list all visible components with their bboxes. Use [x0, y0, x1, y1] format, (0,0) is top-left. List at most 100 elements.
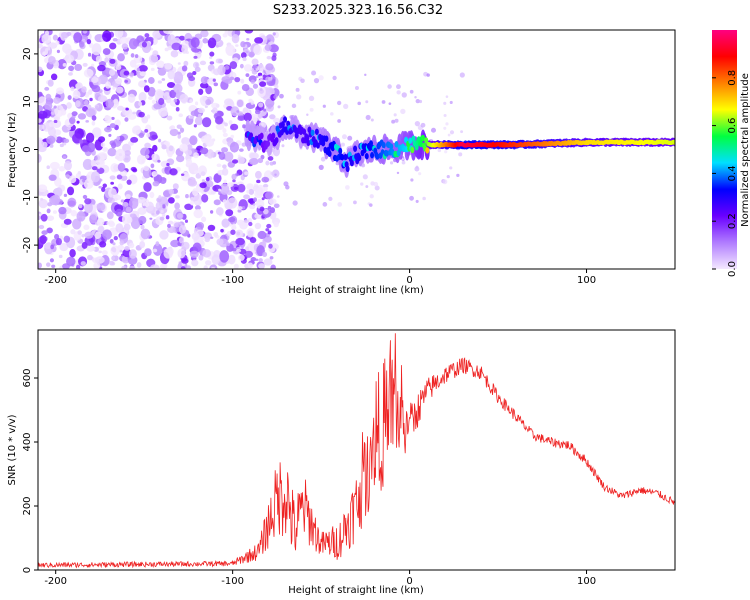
noise-blob: [198, 88, 204, 95]
noise-blob: [340, 142, 345, 147]
noise-blob: [107, 197, 115, 204]
noise-blob: [200, 76, 209, 85]
noise-blob: [130, 53, 135, 58]
noise-blob: [124, 79, 129, 83]
noise-blob: [369, 203, 373, 207]
noise-blob: [269, 161, 274, 166]
noise-blob: [91, 43, 102, 56]
ridge-core: [315, 142, 320, 149]
noise-blob: [400, 108, 406, 115]
noise-blob: [87, 142, 96, 153]
ridge-core: [394, 141, 399, 148]
noise-blob: [138, 64, 148, 72]
noise-blob: [47, 79, 54, 87]
noise-blob: [70, 210, 78, 217]
noise-blob: [259, 81, 267, 87]
noise-blob: [45, 93, 52, 101]
noise-blob: [228, 120, 233, 125]
spectrogram-x-ticks: -200 -100 0 100: [44, 269, 596, 286]
noise-blob: [254, 109, 261, 115]
noise-blob: [388, 102, 392, 106]
noise-blob: [341, 134, 347, 140]
noise-blob: [106, 211, 114, 220]
noise-blob: [224, 65, 230, 70]
noise-blob: [224, 122, 228, 127]
noise-blob: [210, 236, 214, 240]
snr-x-tick-label: -100: [221, 576, 244, 587]
noise-blob: [93, 262, 101, 269]
noise-blob: [198, 165, 207, 176]
noise-blob: [94, 105, 99, 110]
noise-blob: [415, 199, 419, 203]
colorbar: 0.0 0.2 0.4 0.6 0.8 Normalized spectral ampl…: [712, 30, 750, 277]
noise-blob: [270, 171, 275, 176]
noise-blob: [53, 97, 61, 104]
noise-blob: [44, 86, 50, 91]
noise-blob: [349, 145, 353, 149]
noise-blob: [38, 110, 48, 119]
noise-blob: [267, 156, 274, 161]
ridge-core: [266, 140, 271, 147]
noise-blob: [148, 76, 155, 84]
noise-blob: [91, 115, 97, 121]
noise-blob: [46, 135, 56, 145]
noise-blob: [418, 172, 422, 176]
snr-frame: [37, 329, 676, 571]
noise-blob: [394, 118, 399, 123]
noise-blob: [252, 83, 259, 89]
noise-blob: [221, 218, 230, 228]
noise-blob: [90, 159, 96, 166]
noise-blob: [244, 30, 254, 34]
noise-blob: [70, 86, 75, 92]
noise-blob: [249, 237, 257, 244]
noise-blob: [144, 129, 149, 133]
noise-blob: [255, 170, 262, 179]
noise-blob: [200, 82, 209, 89]
noise-blob: [222, 199, 228, 204]
noise-blob: [149, 217, 153, 220]
noise-blob: [49, 161, 60, 170]
noise-blob: [152, 180, 160, 187]
noise-blob: [322, 104, 326, 108]
noise-blob: [187, 144, 193, 151]
noise-blob: [141, 115, 149, 124]
noise-blob: [83, 68, 94, 78]
noise-blob: [267, 230, 272, 235]
noise-blob: [107, 148, 117, 157]
noise-blob: [167, 197, 175, 204]
noise-blob: [141, 41, 148, 48]
noise-blob: [50, 244, 55, 250]
ridge-core: [302, 128, 307, 135]
noise-blob: [124, 246, 130, 251]
noise-blob: [134, 54, 139, 59]
noise-blob: [449, 100, 453, 104]
noise-blob: [337, 119, 341, 123]
noise-blob: [201, 216, 207, 223]
noise-blob: [100, 142, 106, 148]
ridge-core: [389, 143, 394, 150]
noise-blob: [248, 98, 253, 103]
noise-blob: [212, 78, 216, 82]
noise-blob: [130, 213, 135, 218]
noise-blob: [136, 262, 142, 268]
noise-blob: [55, 187, 63, 197]
noise-blob: [268, 198, 277, 205]
noise-blob: [396, 171, 400, 175]
noise-blob: [240, 78, 245, 84]
noise-blob: [112, 242, 116, 246]
noise-blob: [177, 248, 186, 259]
noise-blob: [248, 188, 255, 195]
noise-blob: [204, 238, 210, 243]
noise-blob: [263, 186, 268, 192]
noise-blob: [446, 175, 450, 179]
noise-blob: [166, 82, 176, 89]
noise-blob: [222, 33, 228, 38]
noise-blob: [365, 114, 371, 121]
noise-blob: [369, 194, 374, 199]
noise-blob: [194, 200, 199, 205]
noise-blob: [381, 100, 386, 104]
noise-blob: [197, 113, 202, 117]
noise-blob: [83, 224, 90, 231]
ridge-core: [414, 144, 419, 151]
spectrogram-x-label: Height of straight line (km): [288, 285, 424, 296]
